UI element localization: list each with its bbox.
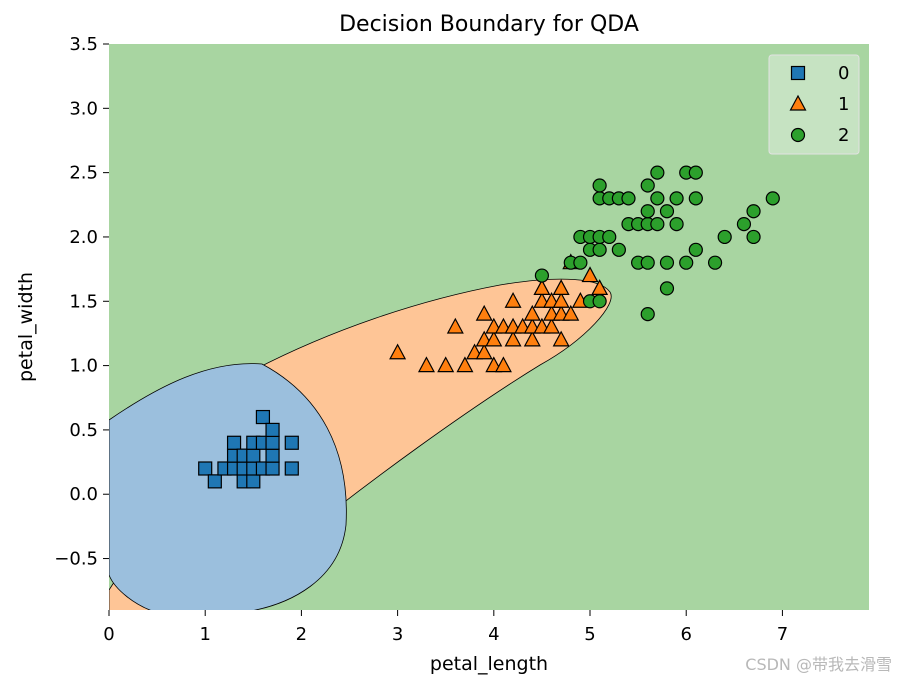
- point-class-0: [284, 435, 299, 450]
- point-class-2: [765, 191, 780, 206]
- point-class-0: [246, 474, 261, 489]
- point-class-0: [265, 461, 280, 476]
- point-class-1: [562, 304, 580, 321]
- point-class-2: [707, 255, 723, 270]
- point-class-2: [746, 204, 761, 219]
- point-class-1: [494, 356, 512, 373]
- point-class-2: [640, 204, 655, 219]
- point-class-2: [621, 191, 636, 206]
- point-class-0: [284, 461, 299, 476]
- point-class-2: [640, 255, 655, 270]
- point-class-2: [659, 281, 675, 296]
- point-class-2: [534, 268, 550, 283]
- point-class-1: [523, 304, 541, 321]
- point-class-2: [736, 216, 752, 232]
- point-class-0: [265, 422, 280, 438]
- x-tick-label: 7: [777, 624, 788, 645]
- point-class-2: [573, 255, 588, 270]
- point-class-1: [552, 279, 570, 296]
- point-class-2: [659, 255, 675, 270]
- legend-label-class-1: 1: [838, 94, 849, 115]
- x-tick-label: 1: [199, 624, 210, 645]
- point-class-2: [640, 307, 655, 322]
- legend-label-class-0: 0: [838, 63, 849, 84]
- point-class-2: [611, 242, 626, 257]
- x-axis-title: petal_length: [430, 653, 548, 675]
- point-class-0: [265, 435, 280, 450]
- point-class-1: [485, 330, 503, 347]
- legend-label-class-2: 2: [838, 125, 849, 146]
- point-class-2: [602, 229, 617, 245]
- point-class-2: [659, 204, 675, 219]
- point-class-2: [717, 229, 732, 245]
- y-tick-label: 3.0: [69, 98, 98, 119]
- point-class-1: [389, 343, 407, 360]
- point-class-0: [198, 461, 213, 476]
- point-class-2: [746, 229, 761, 245]
- point-class-1: [475, 343, 493, 360]
- y-axis: −0.5 0.0 0.5 1.0 1.5 2.0 2.5 3.0 3.5: [54, 34, 109, 570]
- point-class-2: [688, 191, 703, 206]
- point-class-1: [446, 317, 464, 334]
- point-class-2: [688, 242, 703, 257]
- point-class-1: [504, 292, 522, 308]
- point-class-2: [679, 255, 694, 270]
- point-class-0: [255, 409, 271, 425]
- point-class-0: [226, 435, 242, 450]
- point-class-2: [650, 165, 665, 180]
- x-tick-label: 3: [392, 624, 403, 645]
- point-class-1: [417, 356, 435, 373]
- x-tick-label: 2: [296, 624, 307, 645]
- point-class-2: [592, 294, 607, 309]
- legend-marker-class-0: [790, 65, 806, 81]
- chart-title: Decision Boundary for QDA: [339, 12, 639, 37]
- y-tick-label: 2.0: [69, 227, 98, 248]
- point-class-0: [207, 474, 222, 489]
- point-class-1: [581, 266, 599, 283]
- scatter-points: [198, 165, 780, 489]
- point-class-2: [650, 216, 665, 232]
- point-class-2: [650, 191, 665, 206]
- plot-area: [109, 44, 869, 610]
- y-tick-label: 1.5: [69, 291, 98, 312]
- x-tick-label: 5: [584, 624, 595, 645]
- legend: 0 1 2: [768, 54, 860, 155]
- point-class-1: [543, 317, 561, 334]
- watermark: CSDN @带我去滑雪: [745, 655, 892, 674]
- point-class-1: [456, 356, 474, 373]
- region-class-0: [109, 363, 347, 610]
- y-tick-label: 0.5: [69, 420, 98, 441]
- point-class-2: [669, 191, 684, 206]
- y-tick-label: −0.5: [54, 549, 98, 570]
- x-tick-label: 6: [680, 624, 691, 645]
- y-tick-label: 1.0: [69, 356, 98, 377]
- point-class-2: [688, 165, 703, 180]
- x-axis: 0 1 2 3 4 5 6 7: [103, 610, 788, 645]
- point-class-1: [552, 292, 570, 308]
- point-class-1: [523, 330, 541, 347]
- legend-marker-class-2: [790, 127, 806, 143]
- point-class-1: [437, 356, 455, 373]
- x-tick-label: 0: [103, 624, 114, 645]
- y-axis-title: petal_width: [15, 272, 37, 382]
- point-class-1: [504, 330, 522, 347]
- point-class-1: [475, 304, 493, 321]
- point-class-0: [246, 448, 261, 463]
- legend-marker-class-1: [789, 94, 807, 111]
- point-class-0: [265, 448, 280, 463]
- point-class-1: [552, 330, 570, 347]
- y-tick-label: 0.0: [69, 484, 98, 505]
- point-class-2: [669, 216, 684, 232]
- y-tick-label: 2.5: [69, 163, 98, 184]
- point-class-1: [533, 279, 551, 296]
- x-tick-label: 4: [488, 624, 499, 645]
- y-tick-label: 3.5: [69, 34, 98, 55]
- point-class-2: [592, 242, 607, 257]
- point-class-2: [592, 178, 607, 193]
- point-class-2: [640, 178, 655, 193]
